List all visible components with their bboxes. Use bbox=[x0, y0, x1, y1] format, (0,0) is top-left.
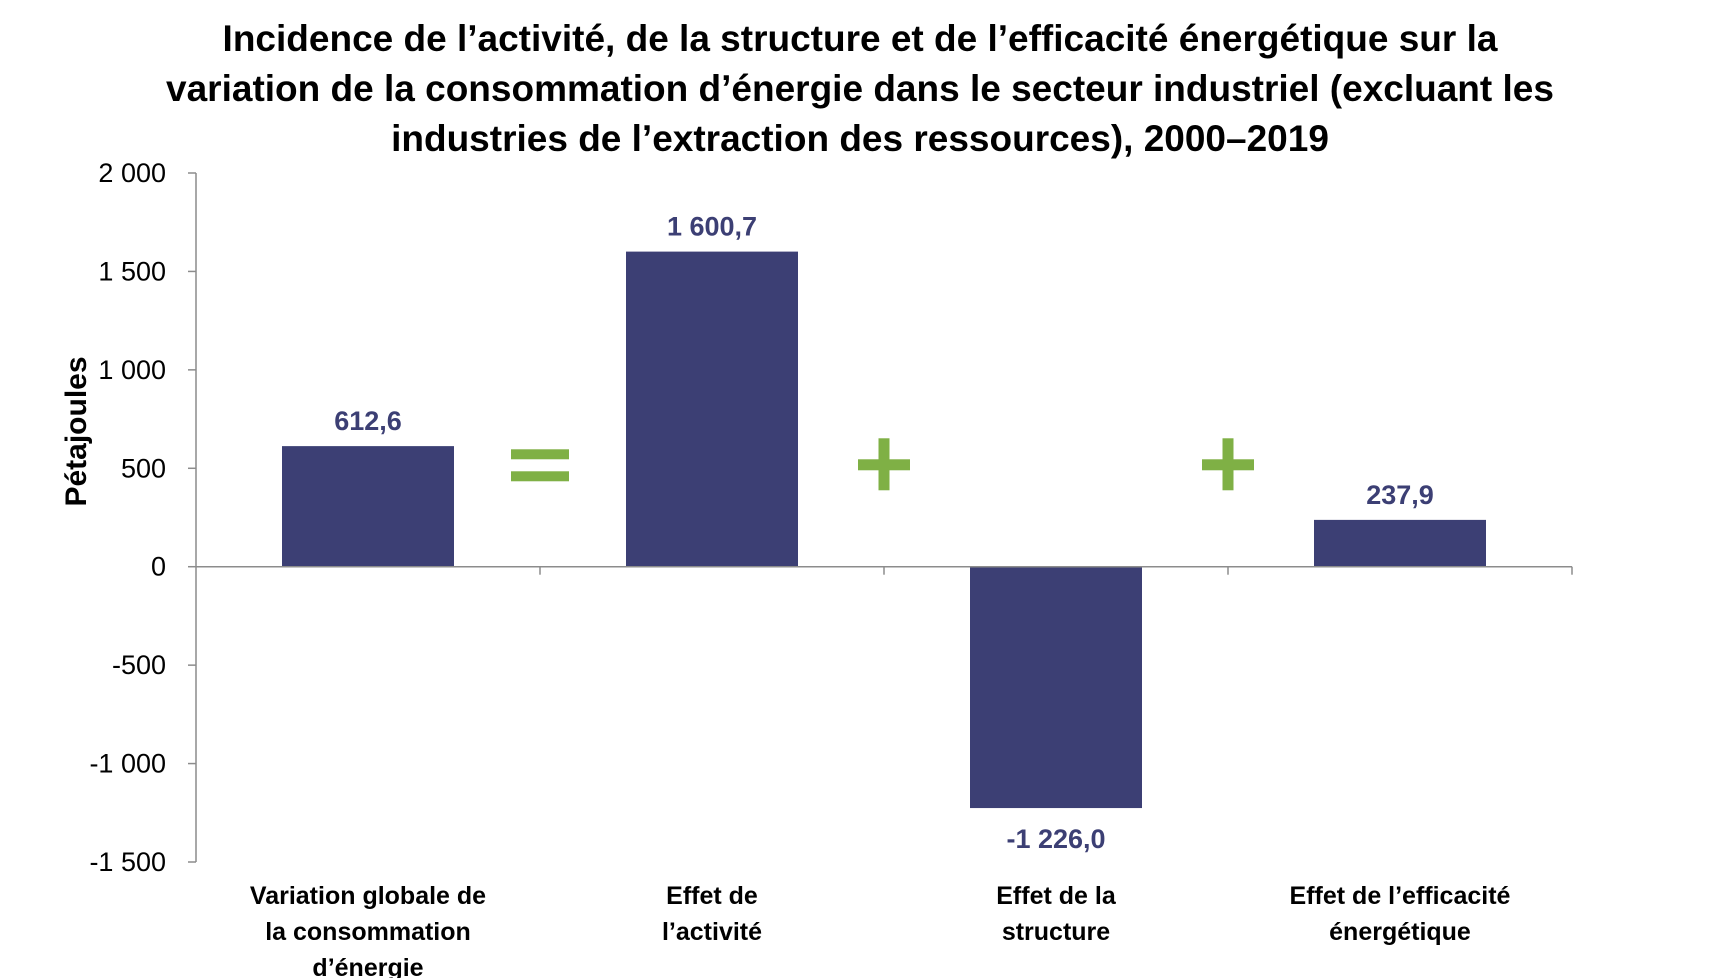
data-label: 1 600,7 bbox=[667, 212, 757, 242]
equals-bar-bottom bbox=[511, 471, 569, 482]
chart-title: Incidence de l’activité, de la structure… bbox=[166, 18, 1554, 159]
plus-sign bbox=[858, 438, 910, 491]
data-label: 237,9 bbox=[1366, 480, 1434, 510]
x-category-label-line: Effet de l’efficacité bbox=[1290, 882, 1511, 910]
bar-1 bbox=[282, 446, 454, 567]
y-tick-label: 1 000 bbox=[98, 355, 166, 385]
plus-sign bbox=[1202, 438, 1254, 491]
y-tick-label: -1 000 bbox=[89, 749, 166, 779]
data-label: 612,6 bbox=[334, 406, 402, 436]
y-tick-label: 2 000 bbox=[98, 158, 166, 188]
x-category-label-line: l’activité bbox=[662, 918, 762, 946]
x-category-label-line: énergétique bbox=[1329, 918, 1471, 946]
bar-3 bbox=[970, 566, 1142, 809]
x-category-label: Effet de l’activité bbox=[662, 882, 762, 946]
data-label: -1 226,0 bbox=[1006, 824, 1105, 854]
x-category-label-line: Effet de la bbox=[996, 882, 1117, 910]
x-category-label: Variation globale de la consommation d’éne… bbox=[250, 882, 486, 978]
equals-bar-top bbox=[511, 449, 569, 460]
y-axis-title: Pétajoules bbox=[60, 356, 93, 506]
plus-bar-vertical bbox=[1222, 438, 1234, 491]
y-tick-label: -1 500 bbox=[89, 847, 166, 877]
y-tick-label: 1 500 bbox=[98, 256, 166, 286]
y-tick-label: 0 bbox=[151, 552, 166, 582]
x-category-label-line: d’énergie bbox=[312, 954, 423, 978]
equals-sign bbox=[511, 449, 569, 482]
x-category-label-line: Variation globale de bbox=[250, 882, 486, 910]
y-tick-label: -500 bbox=[112, 650, 166, 680]
x-category-label-line: structure bbox=[1002, 918, 1110, 946]
bar-4 bbox=[1314, 519, 1486, 567]
x-category-label-line: Effet de bbox=[666, 882, 758, 910]
bar-2 bbox=[626, 251, 798, 567]
x-category-label: Effet de la structure bbox=[996, 882, 1117, 946]
y-tick-label: 500 bbox=[121, 453, 166, 483]
plus-bar-vertical bbox=[878, 438, 890, 491]
x-category-label-line: la consommation bbox=[265, 918, 471, 946]
x-category-label: Effet de l’efficacité énergétique bbox=[1290, 882, 1511, 946]
